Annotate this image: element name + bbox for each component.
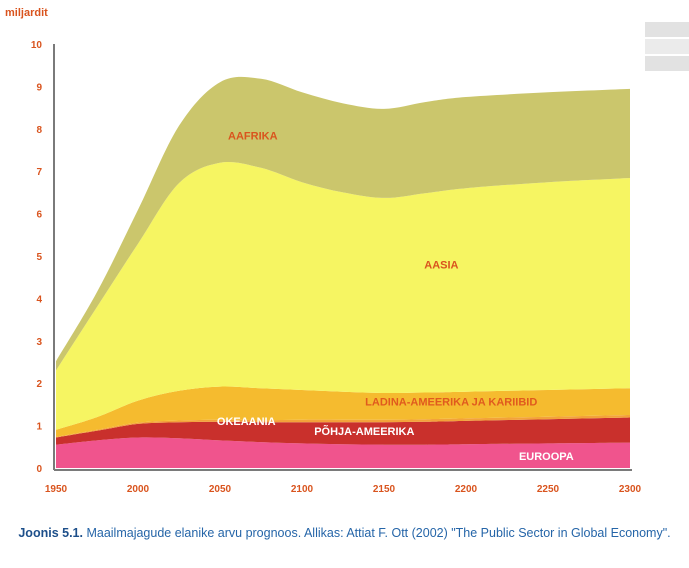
y-tick-label: 10 xyxy=(31,40,43,51)
x-tick-label: 2100 xyxy=(291,484,314,495)
area-aasia xyxy=(56,161,630,430)
x-tick-label: 2050 xyxy=(209,484,232,495)
area-aafrika xyxy=(56,76,630,371)
figure-caption: Joonis 5.1. Maailmajagude elanike arvu p… xyxy=(10,524,679,542)
area-ladina-ameerika-ja-kariibid xyxy=(56,386,630,437)
y-axis-ticks: 0 1 2 3 4 5 6 7 8 9 10 xyxy=(31,40,43,475)
caption-text: Maailmajagude elanike arvu prognoos. All… xyxy=(86,526,671,540)
y-tick-label: 2 xyxy=(36,379,42,390)
corner-decoration xyxy=(645,22,689,88)
x-tick-label: 2200 xyxy=(455,484,478,495)
x-tick-label: 2000 xyxy=(127,484,150,495)
stacked-areas xyxy=(56,76,630,468)
y-tick-label: 4 xyxy=(36,294,42,305)
area-p-hja-ameerika xyxy=(56,417,630,445)
y-tick-label: 6 xyxy=(36,210,42,221)
y-tick-label: 5 xyxy=(36,252,42,263)
area-label-okeaania: OKEAANIA xyxy=(217,416,276,428)
area-label-aasia: AASIA xyxy=(424,260,458,272)
y-tick-label: 9 xyxy=(36,82,42,93)
area-label-ladina-ameerika-ja-kariibid: LADINA-AMEERIKA JA KARIIBID xyxy=(365,397,537,409)
y-axis-label: miljardit xyxy=(5,7,48,19)
area-label-aafrika: AAFRIKA xyxy=(228,130,278,142)
y-tick-label: 7 xyxy=(36,167,42,178)
population-area-chart: AAFRIKA AASIA LADINA-AMEERIKA JA KARIIBID O… xyxy=(5,7,642,495)
area-labels: AAFRIKA AASIA LADINA-AMEERIKA JA KARIIBID O… xyxy=(217,130,574,463)
caption-lead: Joonis 5.1. xyxy=(18,526,83,540)
area-label-p-hja-ameerika: PÕHJA-AMEERIKA xyxy=(314,425,414,438)
y-tick-label: 0 xyxy=(36,464,42,475)
x-tick-label: 2250 xyxy=(537,484,560,495)
y-tick-label: 3 xyxy=(36,337,42,348)
area-label-euroopa: EUROOPA xyxy=(519,451,574,463)
area-euroopa xyxy=(56,437,630,468)
x-tick-label: 1950 xyxy=(45,484,68,495)
y-tick-label: 8 xyxy=(36,125,42,136)
area-okeaania xyxy=(56,415,630,438)
x-tick-label: 2150 xyxy=(373,484,396,495)
x-axis-ticks: 1950 2000 2050 2100 2150 2200 2250 2300 xyxy=(45,484,642,495)
y-tick-label: 1 xyxy=(36,422,42,433)
x-tick-label: 2300 xyxy=(619,484,642,495)
